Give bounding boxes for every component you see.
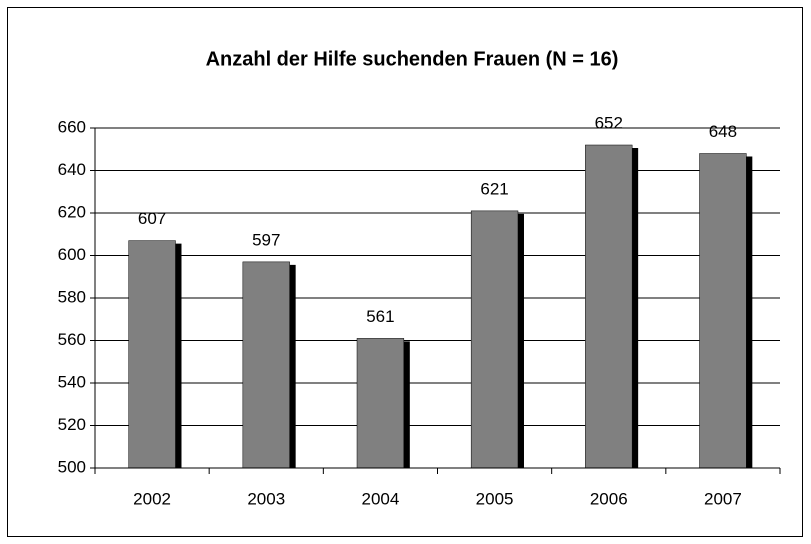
y-tick-label: 640 bbox=[58, 160, 86, 179]
bar bbox=[699, 153, 747, 469]
x-tick-label: 2003 bbox=[247, 489, 285, 508]
bar bbox=[585, 144, 633, 469]
bar bbox=[356, 338, 405, 469]
data-label: 652 bbox=[595, 113, 623, 132]
y-tick-label: 540 bbox=[58, 372, 86, 391]
y-tick-label: 580 bbox=[58, 287, 86, 306]
data-label: 648 bbox=[709, 122, 737, 141]
chart-title: Anzahl der Hilfe suchenden Frauen (N = 1… bbox=[206, 48, 619, 70]
bar bbox=[128, 240, 176, 469]
y-tick-label: 660 bbox=[58, 117, 86, 136]
y-tick-label: 520 bbox=[58, 415, 86, 434]
bar bbox=[470, 210, 519, 469]
bar bbox=[242, 261, 290, 469]
data-label: 607 bbox=[138, 209, 166, 228]
data-label: 597 bbox=[252, 230, 280, 249]
data-label: 561 bbox=[366, 307, 394, 326]
x-tick-label: 2006 bbox=[590, 489, 628, 508]
x-tick-label: 2007 bbox=[704, 489, 742, 508]
x-tick-label: 2004 bbox=[362, 489, 400, 508]
y-tick-label: 620 bbox=[58, 202, 86, 221]
x-tick-label: 2005 bbox=[476, 489, 514, 508]
y-tick-label: 500 bbox=[58, 457, 86, 476]
y-tick-label: 560 bbox=[58, 330, 86, 349]
y-tick-label: 600 bbox=[58, 245, 86, 264]
x-tick-label: 2002 bbox=[133, 489, 171, 508]
data-label: 621 bbox=[480, 179, 508, 198]
